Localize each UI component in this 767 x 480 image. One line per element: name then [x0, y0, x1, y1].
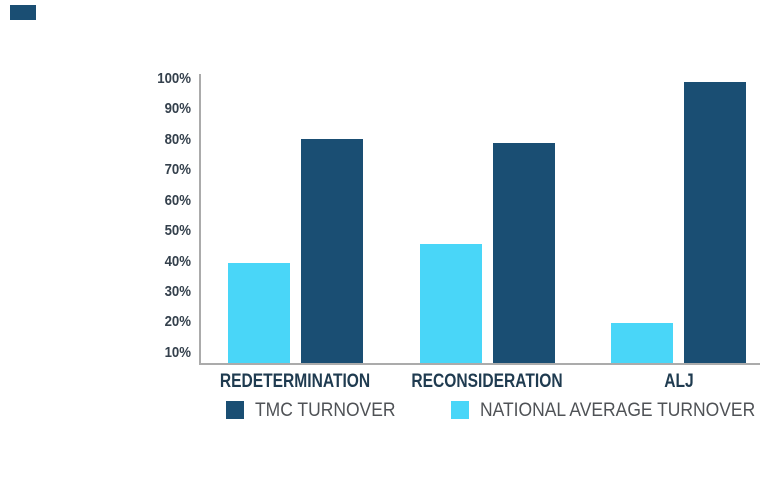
y-axis-tick-label: 60% — [164, 192, 191, 209]
legend-label-national-average: NATIONAL AVERAGE TURNOVER — [480, 400, 756, 421]
legend-swatch-national-average — [451, 401, 469, 419]
y-axis-tick-label: 30% — [164, 283, 191, 300]
category-label-alj: ALJ — [663, 371, 694, 392]
y-axis-tick-label: 50% — [164, 222, 191, 239]
legend-swatch-tmc-turnover — [226, 401, 244, 419]
category-label-reconsideration: RECONSIDERATION — [411, 371, 563, 392]
legend-label-tmc-turnover: TMC TURNOVER — [255, 400, 396, 421]
y-axis-tick-label: 80% — [164, 131, 191, 148]
category-label-redetermination: REDETERMINATION — [219, 371, 371, 392]
y-axis-tick-label: 90% — [164, 100, 191, 117]
bar-tmc-turnover-alj — [684, 82, 746, 363]
bar-tmc-turnover-redetermination — [300, 139, 363, 363]
bar-tmc-turnover-reconsideration — [492, 142, 555, 363]
bar-national-average-alj — [611, 322, 673, 363]
y-axis-tick-label: 10% — [164, 344, 191, 361]
bar-national-average-redetermination — [227, 262, 290, 363]
bar-national-average-reconsideration — [419, 244, 482, 363]
y-axis-tick-label: 20% — [164, 313, 191, 330]
y-axis-tick-label: 40% — [164, 253, 191, 270]
y-axis-tick-label: 100% — [157, 70, 191, 87]
y-axis-line — [199, 74, 201, 365]
x-axis-line — [199, 363, 760, 365]
page-corner-decoration — [10, 5, 36, 20]
y-axis-tick-label: 70% — [164, 161, 191, 178]
